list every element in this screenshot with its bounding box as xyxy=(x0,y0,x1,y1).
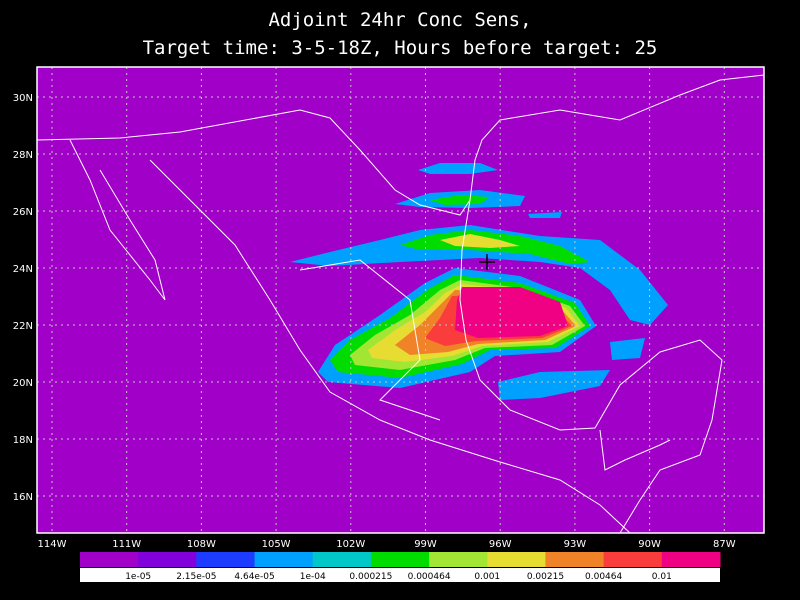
colorbar-swatch xyxy=(429,552,488,567)
colorbar: 1e-05 2.15e-05 4.64e-05 1e-04 0.000215 0.0004… xyxy=(80,552,721,582)
axis-labels: 30N 28N 26N 24N 22N 20N 18N 16N 114W 111W 108W 105W… xyxy=(13,93,736,550)
longitude-label: 102W xyxy=(336,539,365,550)
latitude-label: 28N xyxy=(13,150,33,161)
colorbar-label: 0.00464 xyxy=(585,572,622,582)
longitude-label: 114W xyxy=(38,539,67,550)
colorbar-swatch xyxy=(603,552,663,567)
colorbar-swatch xyxy=(254,552,314,567)
longitude-label: 111W xyxy=(112,539,141,550)
longitude-label: 105W xyxy=(262,539,291,550)
longitude-label: 108W xyxy=(187,539,216,550)
contour xyxy=(498,370,610,400)
colorbar-label: 0.01 xyxy=(652,572,672,582)
colorbar-label: 0.00215 xyxy=(527,572,564,582)
colorbar-swatch xyxy=(196,552,256,567)
latitude-label: 30N xyxy=(13,93,33,104)
title-line: Target time: 3-5-18Z, Hours before targe… xyxy=(143,37,658,59)
latitude-label: 16N xyxy=(13,492,33,503)
colorbar-label: 1e-04 xyxy=(300,572,326,582)
colorbar-label: 0.000215 xyxy=(349,572,392,582)
grid xyxy=(37,67,764,533)
coastlines xyxy=(36,74,765,534)
contour xyxy=(610,338,645,360)
latitude-label: 18N xyxy=(13,435,33,446)
coastline xyxy=(599,429,671,471)
colorbar-swatch xyxy=(80,552,139,567)
contour xyxy=(430,195,490,205)
latitude-label: 20N xyxy=(13,378,33,389)
latitude-label: 24N xyxy=(13,264,33,275)
longitude-label: 93W xyxy=(564,539,587,550)
colorbar-swatch xyxy=(370,552,430,567)
longitude-label: 90W xyxy=(638,539,661,550)
contour xyxy=(418,163,498,174)
map-frame xyxy=(36,66,765,534)
latitude-label: 22N xyxy=(13,321,33,332)
contour xyxy=(455,287,568,338)
coastline xyxy=(69,139,166,301)
coastline xyxy=(459,199,723,534)
longitude-label: 96W xyxy=(489,539,512,550)
colorbar-label: 0.001 xyxy=(474,572,500,582)
colorbar-label: 1e-05 xyxy=(125,572,151,582)
longitude-label: 99W xyxy=(414,539,437,550)
title-line: Adjoint 24hr Conc Sens, xyxy=(268,9,531,31)
coastline xyxy=(149,159,631,534)
colorbar-swatch xyxy=(545,552,605,567)
colorbar-label: 2.15e-05 xyxy=(176,572,216,582)
coastline xyxy=(36,74,765,216)
colorbar-swatch xyxy=(138,552,197,567)
latitude-label: 26N xyxy=(13,207,33,218)
longitude-label: 87W xyxy=(713,539,736,550)
colorbar-swatch xyxy=(661,552,721,567)
colorbar-label: 0.000464 xyxy=(408,572,451,582)
contour xyxy=(440,234,520,248)
contours xyxy=(290,163,668,400)
state-border xyxy=(299,259,441,421)
colorbar-swatch xyxy=(487,552,546,567)
target-marker xyxy=(479,254,495,270)
contour xyxy=(528,212,562,218)
contour xyxy=(290,225,668,325)
colorbar-label: 4.64e-05 xyxy=(234,572,274,582)
colorbar-label-strip xyxy=(80,568,720,582)
colorbar-swatch xyxy=(312,552,372,567)
